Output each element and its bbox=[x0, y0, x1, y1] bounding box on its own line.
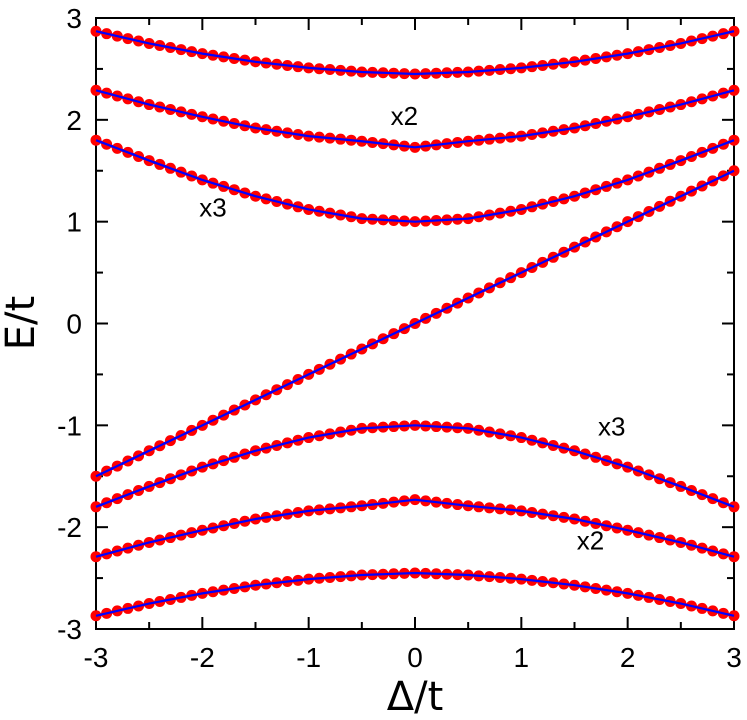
series-line-overlay bbox=[95, 30, 735, 76]
series-2 bbox=[90, 84, 740, 153]
y-axis-label: E/t bbox=[0, 296, 44, 350]
y-tick-label: -1 bbox=[57, 410, 82, 441]
series-3 bbox=[90, 134, 740, 228]
degeneracy-label: x3 bbox=[598, 412, 625, 442]
x-tick-label: 0 bbox=[407, 642, 423, 673]
x-tick-label: 1 bbox=[514, 642, 530, 673]
series-line-overlay bbox=[95, 571, 735, 617]
series-line-overlay bbox=[95, 498, 735, 558]
series-line-overlay bbox=[95, 169, 735, 478]
series-layer bbox=[90, 25, 740, 622]
y-tick-label: 0 bbox=[66, 309, 82, 340]
y-tick-label: -2 bbox=[57, 512, 82, 543]
x-tick-label: 2 bbox=[620, 642, 636, 673]
series-4 bbox=[90, 165, 740, 482]
series-1 bbox=[90, 25, 740, 80]
y-tick-label: 1 bbox=[66, 207, 82, 238]
series-line-overlay bbox=[95, 139, 735, 223]
x-axis-label: Δ/t bbox=[387, 674, 444, 720]
degeneracy-label: x3 bbox=[199, 193, 226, 223]
tick-marks bbox=[95, 17, 735, 630]
x-tick-label: -1 bbox=[296, 642, 321, 673]
series-5 bbox=[90, 419, 740, 513]
y-tick-label: -3 bbox=[57, 614, 82, 645]
y-tick-label: 3 bbox=[66, 3, 82, 34]
x-tick-label: 3 bbox=[726, 642, 742, 673]
x-tick-label: -3 bbox=[84, 642, 109, 673]
annotations: x2 x3 x3 x2 bbox=[199, 101, 625, 556]
y-tick-label: 2 bbox=[66, 105, 82, 136]
x-tick-label: -2 bbox=[190, 642, 215, 673]
degeneracy-label: x2 bbox=[391, 101, 418, 131]
series-6 bbox=[90, 494, 740, 563]
tick-labels: -3 -2 -1 0 1 2 3 3 2 1 0 -1 -2 -3 bbox=[57, 3, 742, 673]
series-7 bbox=[90, 567, 740, 622]
series-line-overlay bbox=[95, 424, 735, 508]
series-line-overlay bbox=[95, 89, 735, 149]
degeneracy-label: x2 bbox=[577, 526, 604, 556]
